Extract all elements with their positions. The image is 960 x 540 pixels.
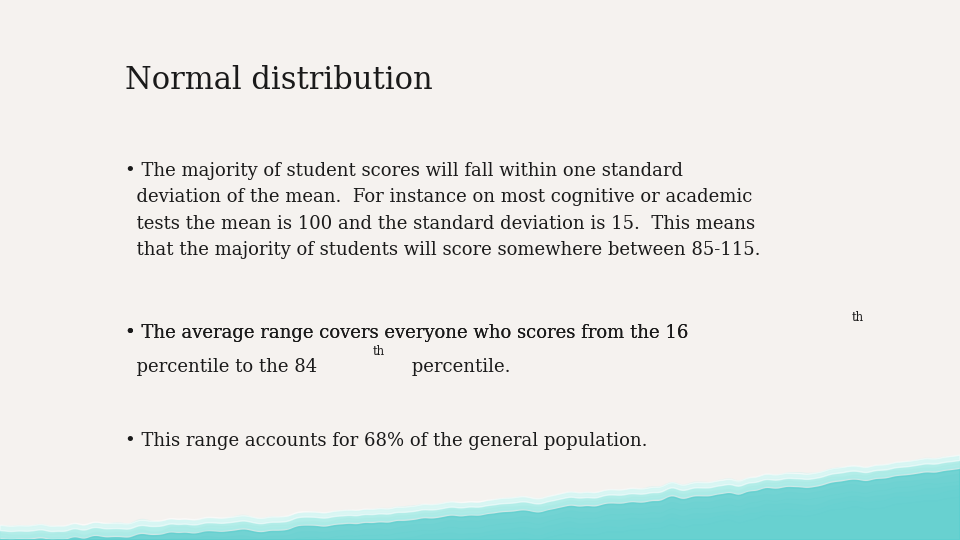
Text: • The majority of student scores will fall within one standard
  deviation of th: • The majority of student scores will fa… (125, 162, 760, 259)
Text: • The average range covers everyone who scores from the 16: • The average range covers everyone who … (125, 324, 688, 342)
Text: • This range accounts for 68% of the general population.: • This range accounts for 68% of the gen… (125, 432, 647, 450)
Text: Normal distribution: Normal distribution (125, 65, 433, 96)
Text: th: th (372, 345, 385, 358)
Text: th: th (852, 311, 864, 324)
Text: percentile to the 84: percentile to the 84 (125, 358, 317, 376)
Text: • The average range covers everyone who scores from the 16: • The average range covers everyone who … (125, 324, 688, 342)
Text: percentile.: percentile. (406, 358, 511, 376)
